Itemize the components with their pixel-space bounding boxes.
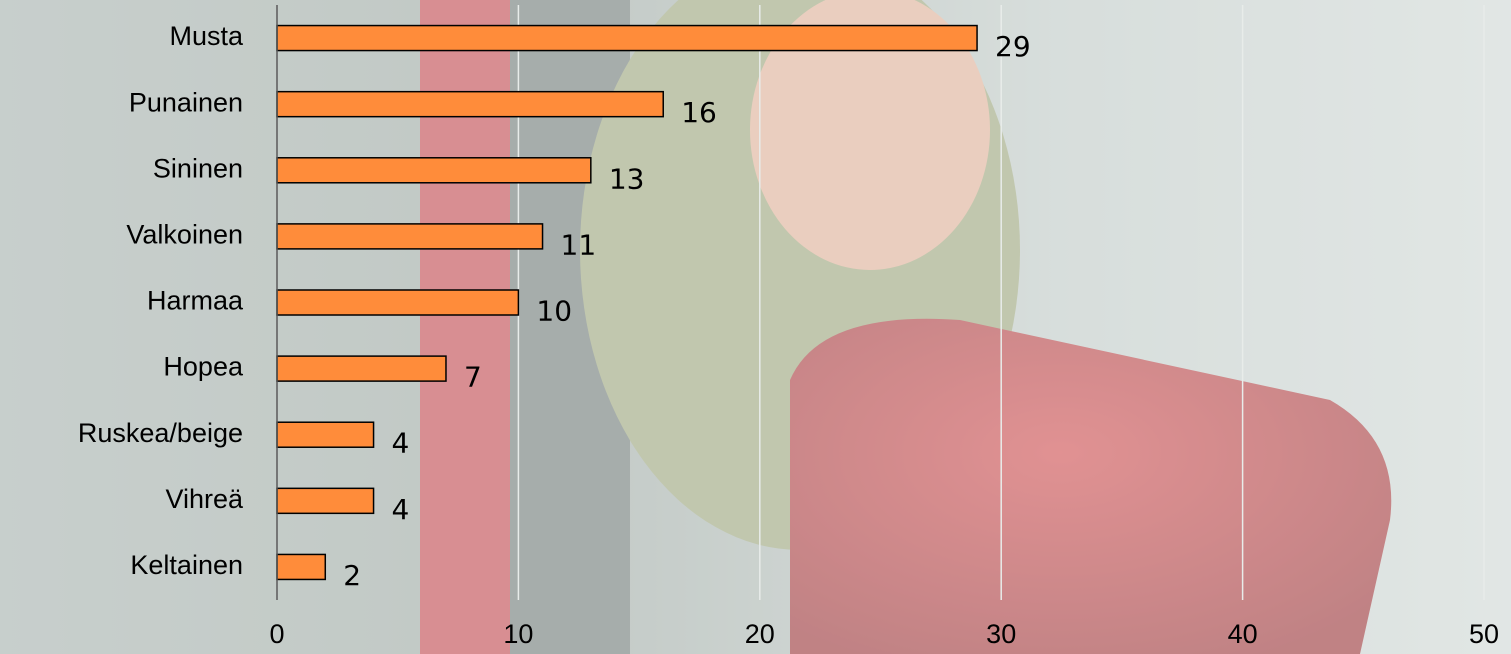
value-label: 11 [561, 228, 597, 261]
bar [277, 92, 663, 117]
bar [277, 224, 543, 249]
value-label: 13 [609, 162, 645, 195]
value-label: 4 [392, 493, 410, 526]
bar [277, 158, 591, 183]
bar [277, 488, 374, 513]
y-tick-label: Harmaa [147, 286, 244, 316]
value-label: 2 [343, 559, 361, 592]
x-tick-label: 30 [986, 619, 1016, 649]
page: {"chart_data": {"type": "bar", "orientat… [0, 0, 1511, 654]
value-label: 16 [681, 96, 717, 129]
y-tick-label: Valkoinen [126, 220, 243, 250]
y-tick-label: Vihreä [165, 484, 244, 514]
y-tick-label: Hopea [163, 352, 244, 382]
value-label: 29 [995, 30, 1031, 63]
value-label: 10 [536, 295, 572, 328]
bar [277, 290, 518, 315]
x-tick-label: 20 [745, 619, 775, 649]
x-tick-label: 50 [1469, 619, 1499, 649]
x-tick-label: 40 [1228, 619, 1258, 649]
bar [277, 26, 977, 51]
y-tick-label: Ruskea/beige [78, 418, 243, 448]
y-tick-label: Punainen [129, 87, 243, 117]
y-tick-label: Sininen [153, 153, 243, 183]
x-tick-label: 10 [503, 619, 533, 649]
bar [277, 422, 374, 447]
bar [277, 356, 446, 381]
value-label: 7 [464, 361, 482, 394]
bar [277, 554, 325, 579]
y-tick-label: Musta [169, 21, 244, 51]
y-tick-label: Keltainen [130, 550, 243, 580]
x-tick-label: 0 [269, 619, 284, 649]
chart: 0 10 20 30 40 50 Musta 29 Punainen 16 Sininen 13 Val… [0, 0, 1511, 654]
value-label: 4 [392, 427, 410, 460]
